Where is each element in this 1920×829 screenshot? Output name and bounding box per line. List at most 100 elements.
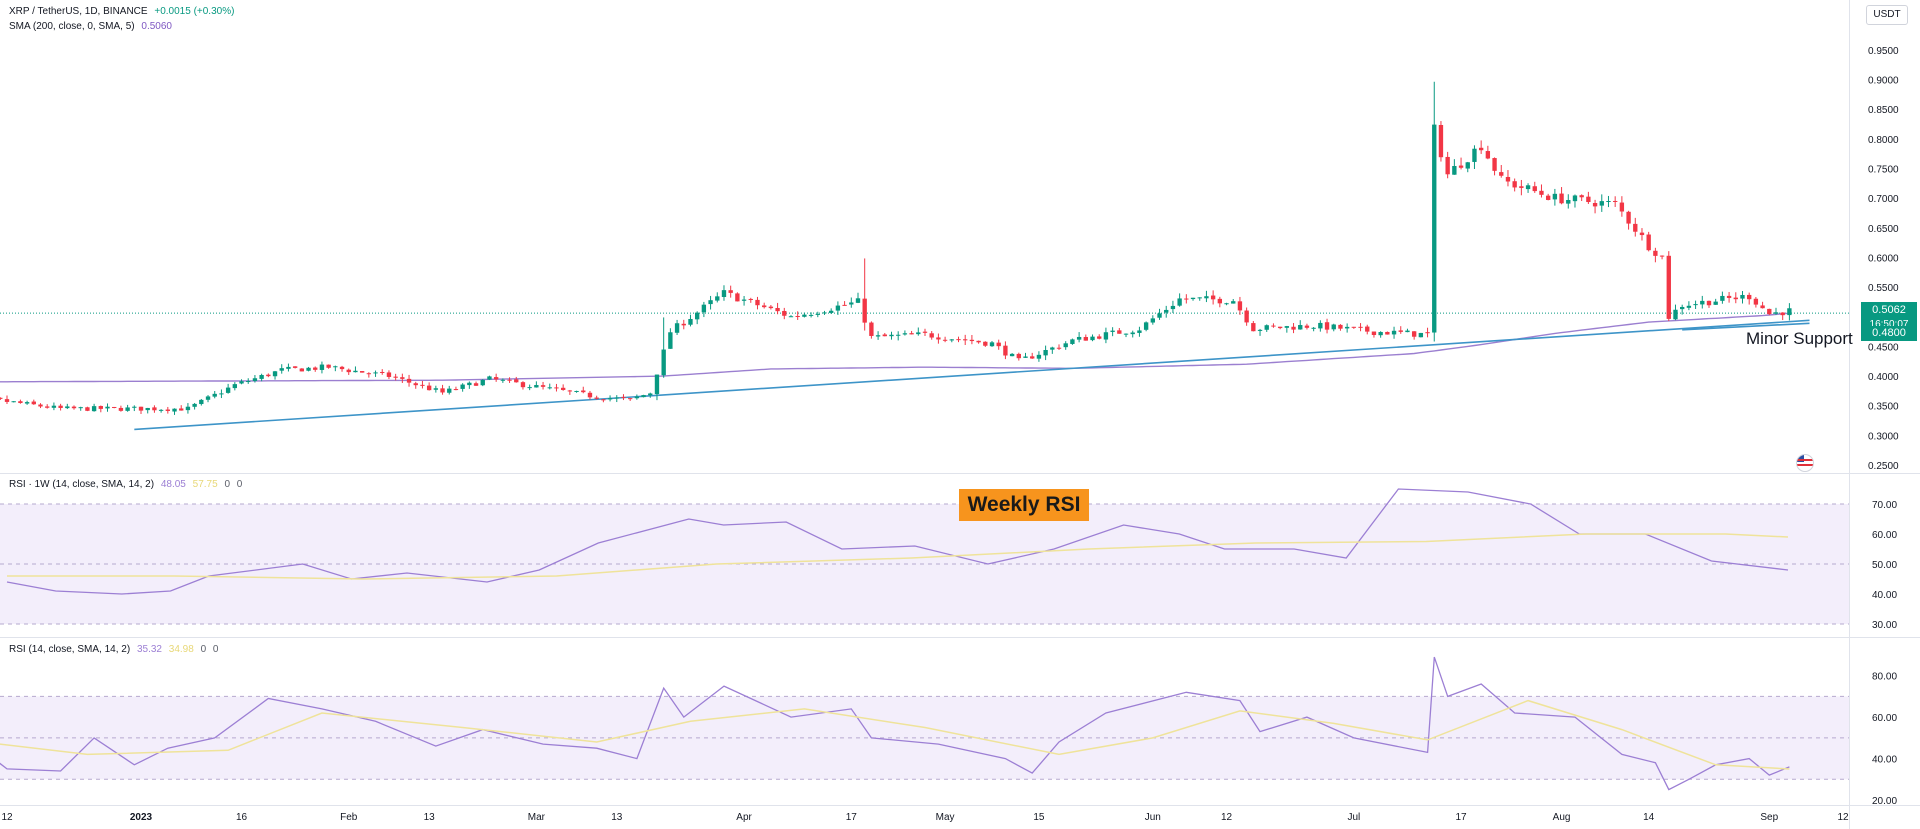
candle-body — [1170, 305, 1176, 310]
candle-body — [614, 397, 619, 399]
candle-body — [842, 304, 847, 306]
candle — [560, 384, 566, 391]
candle-body — [708, 300, 713, 305]
candle-body — [748, 298, 753, 300]
candle-body — [1190, 297, 1196, 300]
candle-body — [1137, 330, 1142, 333]
symbol-line[interactable]: XRP / TetherUS, 1D, BINANCE — [9, 6, 148, 17]
candle-body — [1324, 322, 1330, 330]
candle-body — [1505, 176, 1511, 182]
candle — [426, 382, 432, 391]
candle-body — [762, 305, 767, 308]
candle — [1452, 159, 1457, 175]
candle-body — [916, 332, 921, 335]
candle-body — [65, 406, 70, 409]
candle — [272, 370, 278, 380]
candle — [875, 331, 881, 340]
candle-body — [1271, 325, 1276, 327]
current-price: 0.5062 — [1872, 304, 1906, 316]
candle-body — [829, 310, 834, 313]
candle — [661, 317, 666, 378]
candle — [1331, 323, 1336, 332]
candle — [380, 369, 385, 375]
daily-rsi-tick-label: 80.00 — [1872, 672, 1897, 683]
candle — [755, 296, 760, 310]
candle — [694, 311, 700, 325]
candle — [1097, 334, 1102, 340]
weekly-rsi-tick-label: 50.00 — [1872, 560, 1897, 571]
candle-body — [1251, 323, 1256, 332]
candle — [353, 366, 358, 373]
daily-rsi-zero-1: 0 — [200, 644, 207, 655]
candle-body — [279, 368, 284, 371]
weekly-rsi-legend[interactable]: RSI · 1W (14, close, SMA, 14, 2) 48.05 5… — [9, 479, 246, 490]
candle — [292, 366, 298, 369]
candle-body — [393, 376, 398, 378]
candle — [339, 365, 345, 372]
candle-body — [775, 308, 780, 312]
candle — [1385, 331, 1390, 335]
candle-body — [125, 407, 130, 411]
candle — [547, 383, 552, 390]
candle-body — [333, 366, 338, 368]
candle-body — [1693, 304, 1698, 306]
candle — [1612, 196, 1618, 207]
currency-button[interactable]: USDT — [1866, 5, 1908, 25]
daily-rsi-legend[interactable]: RSI (14, close, SMA, 14, 2) 35.32 34.98 … — [9, 644, 222, 655]
candle — [467, 381, 472, 389]
candle — [125, 404, 130, 412]
candle-body — [1740, 294, 1745, 299]
candle-body — [199, 399, 204, 405]
candle — [366, 372, 372, 378]
candle — [65, 403, 70, 410]
candle — [574, 390, 579, 393]
candle — [185, 403, 191, 414]
candle — [1646, 231, 1651, 252]
candle-body — [601, 399, 606, 401]
sma-legend[interactable]: SMA (200, close, 0, SMA, 5) 0.5060 — [9, 21, 176, 32]
candle-body — [936, 337, 941, 340]
candle-body — [1552, 193, 1558, 200]
candle-body — [205, 396, 211, 400]
candle — [1083, 334, 1088, 341]
candle-body — [889, 334, 894, 337]
candle-body — [654, 374, 660, 395]
candle — [909, 330, 914, 335]
candle — [621, 394, 626, 401]
candle-body — [1110, 330, 1115, 332]
candle-body — [31, 401, 36, 405]
candle — [1210, 290, 1216, 305]
time-tick-label: 12 — [1, 812, 13, 823]
candle-body — [607, 398, 613, 400]
candle-body — [587, 392, 593, 398]
candle-body — [266, 374, 271, 377]
candle-body — [1030, 356, 1035, 359]
candle — [842, 301, 847, 306]
candle — [85, 406, 90, 412]
weekly-rsi-tick-label: 30.00 — [1872, 620, 1897, 631]
candle — [480, 379, 485, 387]
candle-body — [909, 333, 914, 335]
candle — [1016, 352, 1021, 361]
us-flag-icon[interactable] — [1796, 454, 1814, 472]
time-tick-label: 2023 — [130, 812, 153, 823]
candle — [1606, 195, 1611, 208]
daily-rsi-zero-2: 0 — [212, 644, 219, 655]
candle — [1284, 325, 1290, 333]
candle-body — [1545, 195, 1551, 200]
candle — [1633, 217, 1638, 237]
candle-body — [735, 293, 740, 302]
price-tick-label: 0.4000 — [1868, 372, 1899, 383]
candle — [1780, 312, 1785, 321]
price-tick-label: 0.9000 — [1868, 76, 1899, 87]
candle — [775, 302, 780, 315]
candle — [554, 383, 559, 392]
candle — [889, 331, 894, 340]
candle — [795, 311, 800, 320]
candle — [688, 314, 693, 327]
candle — [741, 296, 747, 306]
candle-body — [1539, 190, 1544, 195]
candle — [1043, 345, 1048, 361]
sma-label: SMA (200, close, 0, SMA, 5) — [9, 21, 135, 32]
